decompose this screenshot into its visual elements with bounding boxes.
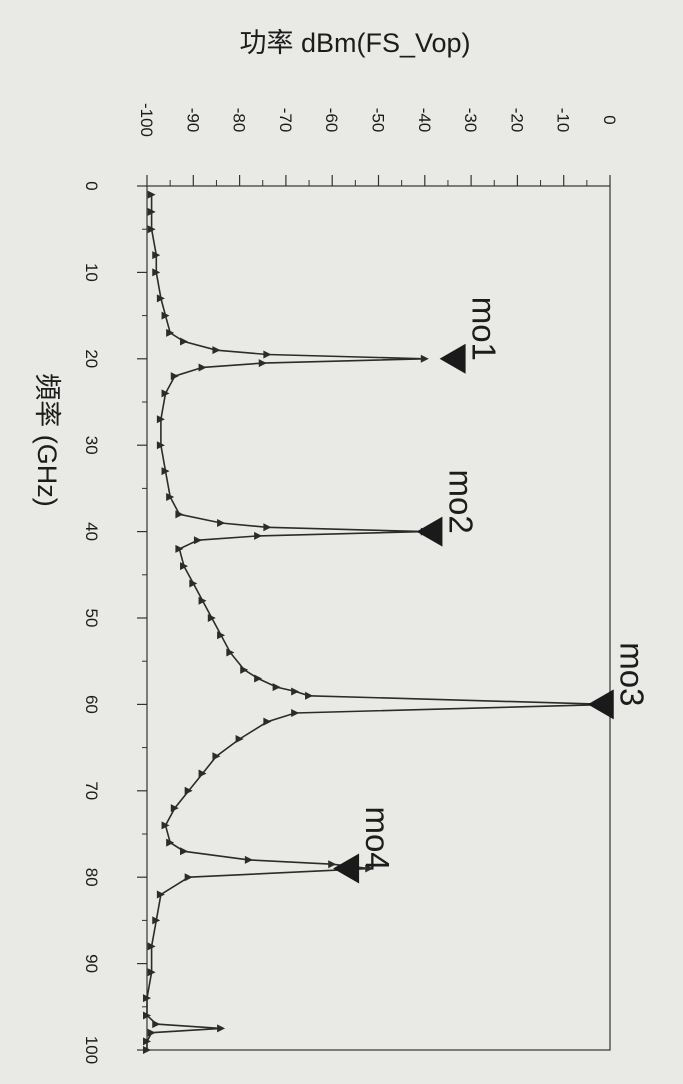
series-point (217, 518, 226, 527)
x-tick-label: 30 (82, 436, 101, 455)
series-point (420, 354, 429, 363)
series-point (180, 337, 189, 346)
x-tick-label: 70 (82, 781, 101, 800)
series-point (143, 1037, 151, 1046)
series-point (170, 372, 179, 381)
series-point (156, 294, 165, 303)
series-point (152, 916, 161, 925)
series-point (217, 631, 226, 640)
series-point (161, 389, 170, 398)
series-point (212, 752, 221, 761)
series-point (180, 847, 189, 856)
x-tick-label: 0 (82, 181, 101, 190)
y-tick-label: -80 (230, 108, 249, 133)
series-point (184, 786, 193, 795)
marker-label: mo1 (466, 297, 503, 361)
series-point (258, 359, 267, 368)
series-point (198, 769, 207, 778)
y-tick-label: 0 (600, 115, 619, 124)
series-point (175, 510, 184, 519)
series-point (147, 190, 156, 199)
series-point (166, 493, 175, 502)
y-tick-label: -10 (554, 108, 573, 133)
series-point (263, 523, 272, 532)
series-point (170, 804, 179, 813)
series-point (147, 1028, 156, 1037)
plot-frame (146, 185, 611, 1051)
x-tick-label: 20 (82, 349, 101, 368)
marker-label: mo4 (359, 806, 396, 870)
y-tick-label: -20 (507, 108, 526, 133)
series-point (193, 536, 202, 545)
series-point (147, 225, 156, 234)
series-point (175, 544, 184, 553)
series-point (198, 596, 207, 605)
series-point (156, 415, 165, 424)
series-point (291, 687, 300, 696)
y-tick-label: -30 (461, 108, 480, 133)
series-point (235, 734, 244, 743)
series-point (152, 251, 161, 260)
series-point (226, 648, 235, 657)
series-point (143, 1046, 151, 1054)
x-axis-label: 頻率 (GHz) (32, 373, 62, 506)
series-point (152, 1020, 161, 1029)
series-point (254, 674, 263, 683)
marker-triangle (333, 853, 360, 884)
series-point (161, 467, 170, 476)
series-line (146, 194, 611, 1050)
marker-triangle (416, 516, 443, 547)
y-axis-label: 功率 dBm(FS_Vop) (239, 28, 470, 58)
series-point (143, 994, 151, 1003)
series-point (147, 968, 156, 977)
marker-label: mo3 (614, 642, 651, 706)
marker-triangle (439, 343, 466, 374)
x-tick-label: 80 (82, 868, 101, 887)
series-point (240, 665, 249, 674)
y-tick-label: -60 (322, 108, 341, 133)
y-tick-label: -100 (137, 103, 156, 137)
x-tick-label: 60 (82, 695, 101, 714)
series-point (207, 614, 216, 622)
series-point (291, 709, 300, 718)
series-point (147, 207, 156, 216)
series-point (152, 268, 161, 277)
series-point (166, 328, 175, 337)
y-tick-label: -90 (183, 108, 202, 133)
series-point (161, 311, 170, 320)
series-point (263, 717, 272, 726)
x-tick-label: 90 (82, 954, 101, 973)
x-tick-label: 10 (82, 263, 101, 282)
series-point (143, 1011, 151, 1020)
series-point (254, 531, 263, 540)
series-point (147, 942, 156, 951)
series-point (161, 821, 170, 830)
series-point (156, 441, 165, 450)
x-tick-label: 100 (82, 1036, 101, 1064)
y-tick-label: -70 (276, 108, 295, 133)
series-point (328, 860, 337, 869)
series-point (166, 838, 175, 847)
series-point (272, 683, 281, 692)
x-tick-label: 40 (82, 522, 101, 541)
y-tick-label: -50 (369, 108, 388, 133)
marker-label: mo2 (442, 469, 479, 533)
series-point (263, 350, 272, 359)
series-point (365, 864, 374, 873)
series-point (244, 855, 253, 864)
series-point (305, 691, 314, 700)
y-tick-label: -40 (415, 108, 434, 133)
series-point (189, 579, 198, 588)
series-point (212, 346, 221, 355)
series-point (156, 890, 165, 899)
x-tick-label: 50 (82, 609, 101, 628)
series-point (217, 1024, 226, 1033)
series-point (184, 873, 193, 882)
series-point (198, 363, 207, 372)
series-point (180, 562, 189, 571)
marker-triangle (587, 689, 614, 720)
